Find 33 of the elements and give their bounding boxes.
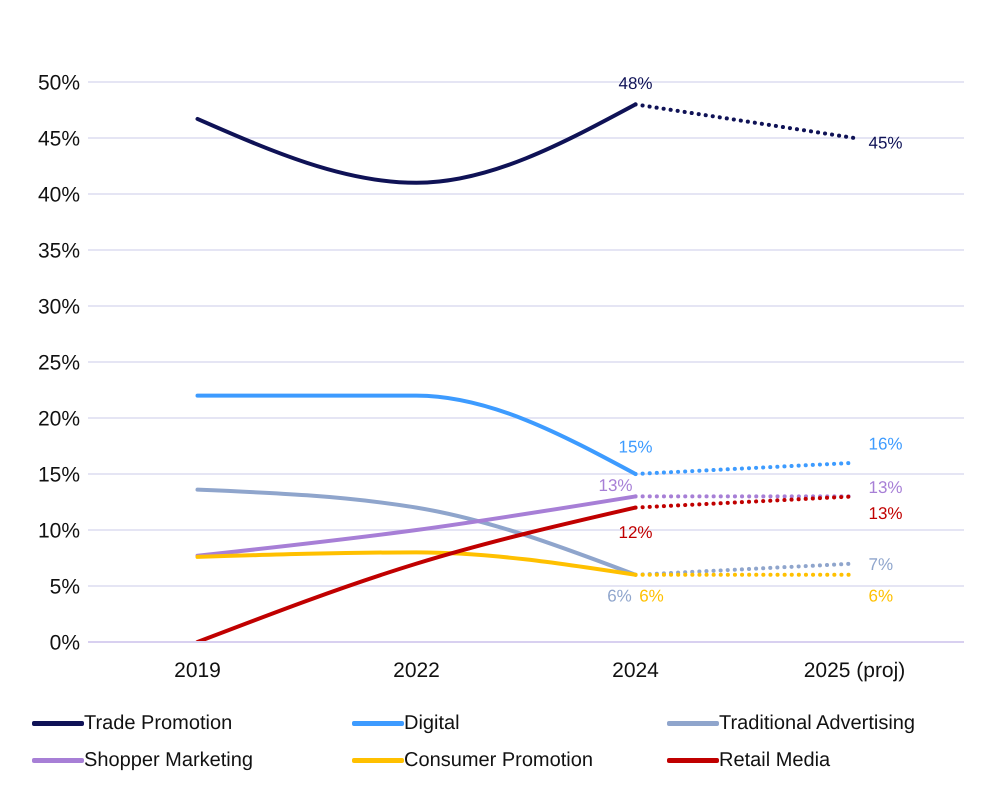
y-tick-label: 5% <box>50 575 80 598</box>
x-tick-label: 2019 <box>174 658 221 682</box>
y-tick-label: 35% <box>38 239 80 262</box>
y-tick-label: 40% <box>38 183 80 206</box>
y-tick-label: 25% <box>38 351 80 374</box>
y-tick-label: 15% <box>38 463 80 486</box>
data-label: 45% <box>868 133 903 152</box>
legend-label: Traditional Advertising <box>719 712 916 735</box>
data-label: 6% <box>868 586 894 606</box>
y-tick-label: 30% <box>38 295 80 318</box>
y-tick-label: 10% <box>38 519 80 542</box>
y-tick-label: 50% <box>38 71 80 94</box>
x-tick-label: 2025 (proj) <box>804 658 906 682</box>
data-label: 13% <box>598 476 633 495</box>
data-label: 12% <box>618 523 653 542</box>
y-tick-label: 0% <box>50 631 80 654</box>
data-label: 6% <box>607 586 632 606</box>
legend-label: Trade Promotion <box>84 712 232 735</box>
data-label: 15% <box>618 437 653 456</box>
x-tick-label: 2024 <box>612 658 660 682</box>
data-label: 16% <box>868 434 903 454</box>
legend-label: Shopper Marketing <box>84 749 253 772</box>
data-label: 13% <box>868 504 903 523</box>
legend-label: Consumer Promotion <box>404 749 593 772</box>
legend-label: Retail Media <box>719 749 830 772</box>
data-label: 13% <box>868 478 903 497</box>
y-tick-label: 20% <box>38 407 80 430</box>
data-label: 48% <box>618 74 653 93</box>
x-tick-label: 2022 <box>393 658 440 682</box>
data-label: 6% <box>639 586 664 606</box>
legend-label: Digital <box>404 712 460 735</box>
data-label: 7% <box>868 555 894 574</box>
y-tick-label: 45% <box>38 127 80 150</box>
